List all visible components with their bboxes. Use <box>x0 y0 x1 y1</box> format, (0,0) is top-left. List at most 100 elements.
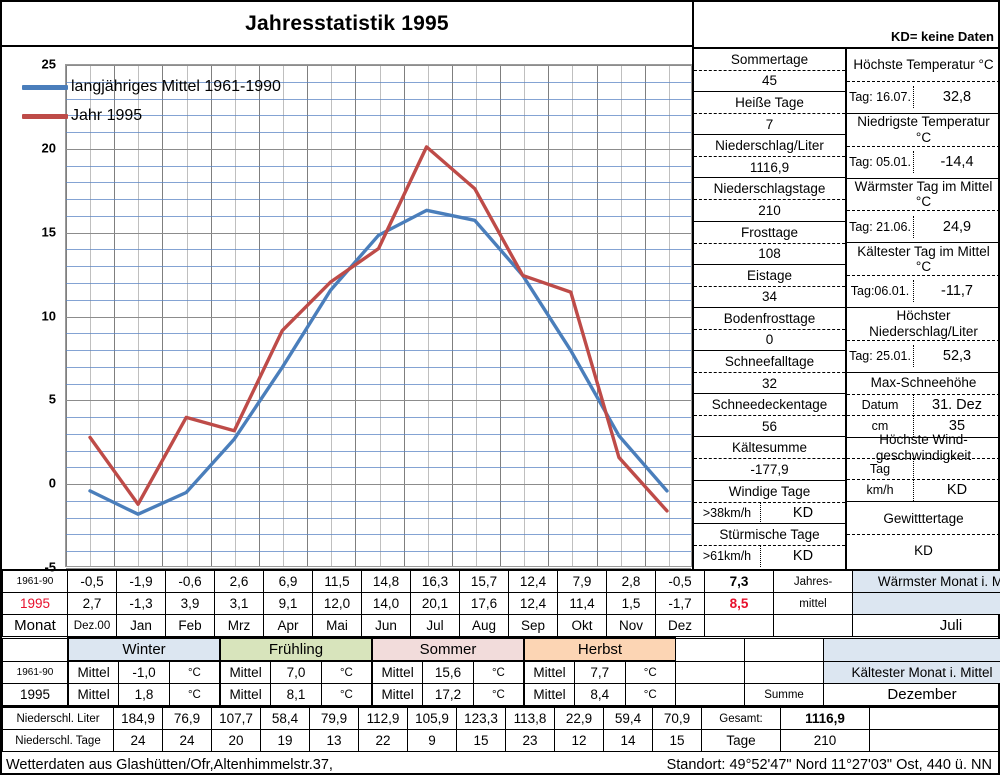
empty-cell <box>675 683 745 706</box>
gridline-horizontal <box>66 433 691 435</box>
empty-cell <box>2 637 69 662</box>
stat-sub-label: Tag: 16.07. <box>849 90 911 105</box>
cell-divider <box>913 150 914 173</box>
gridline-horizontal <box>66 98 691 100</box>
cell-mean-1961-90: -0,5 <box>67 569 117 593</box>
stat-value: KD <box>792 504 814 521</box>
stat-block: Niedrigste Temperatur °C Tag: 05.01. -14,4 <box>847 114 1000 179</box>
table-row: Monat Dez.00 Jan Feb Mrz Apr Mai Jun Jul Aug Sep Ok… <box>2 614 1000 637</box>
stat-label: Höchster Niederschlag/Liter <box>869 308 978 339</box>
statistics-column-right: Höchste Temperatur °C Tag: 16.07. 32,8 Nied… <box>847 49 1000 569</box>
cell-year-1995: 3,9 <box>165 592 215 615</box>
season-mean-1961-90: 7,0 <box>270 660 322 684</box>
empty-cell <box>704 614 774 637</box>
season-mean-1961-90: -1,0 <box>118 660 170 684</box>
gridline-vertical <box>138 65 140 566</box>
gridline-vertical <box>379 65 381 566</box>
gridline-horizontal <box>66 383 691 385</box>
gridline-vertical <box>668 65 670 566</box>
row-label-1995: 1995 <box>2 683 69 706</box>
stat-value-row: >61km/h KD <box>694 544 845 567</box>
season-unit: °C <box>320 660 373 684</box>
stat-value: -14,4 <box>940 153 974 170</box>
stat-block: Bodenfrosttage 0 <box>694 308 845 352</box>
stat-label: Höchste Temperatur °C <box>853 57 994 73</box>
gridline-vertical <box>331 65 333 566</box>
cell-precip-liter: 184,9 <box>113 706 163 730</box>
gridline-horizontal <box>66 400 691 402</box>
cell-month: Jun <box>361 614 411 637</box>
stat-value-row: Tag: 16.07. 32,8 <box>847 80 1000 113</box>
stat-sub-label: >61km/h <box>702 548 752 563</box>
series-line-mean-1961-1990 <box>88 208 669 516</box>
stat-block: Niederschlagstage 210 <box>694 178 845 222</box>
stat-block: Gewitttertage KD <box>847 502 1000 567</box>
gridline-vertical <box>500 65 502 566</box>
cell-precip-liter: 79,9 <box>309 706 359 730</box>
cell-precip-days: 15 <box>456 729 506 752</box>
stat-value: -177,9 <box>694 458 845 479</box>
gesamt-value: 1116,9 <box>780 706 870 730</box>
cell-month: Nov <box>606 614 656 637</box>
y-axis-tick-label: 0 <box>48 475 56 491</box>
stat-block: Wärmster Tag im Mittel °C Tag: 21.06. 24,9 <box>847 179 1000 244</box>
coldest-month-label: Kältester Monat i. Mittel <box>823 660 1000 684</box>
stat-value-row-2: cm 35 <box>847 414 1000 437</box>
stat-sub-label: Tag: 05.01. <box>849 154 911 169</box>
stat-sub-label: Tag: 21.06. <box>849 219 911 234</box>
kd-note-bar: KD= keine Daten <box>692 2 1000 47</box>
gridline-vertical <box>620 65 622 566</box>
stat-value: 32 <box>694 372 845 393</box>
stat-value-row: Tag: 21.06. 24,9 <box>847 210 1000 242</box>
stat-block: Sommertage 45 <box>694 49 845 93</box>
title-bar: Jahresstatistik 1995 <box>2 2 692 47</box>
footer-source: Wetterdaten aus Glashütten/Ofr,Altenhimm… <box>6 757 333 773</box>
gridline-vertical <box>475 65 477 566</box>
table-row: Niederschl. Tage 24 24 20 19 13 22 9 15 23 12 14 15 T… <box>2 729 1000 752</box>
cell-mean-1961-90: -1,9 <box>116 569 166 593</box>
gridline-vertical <box>283 65 285 566</box>
temperature-chart: -5 0 5 10 15 20 25 langjähriges Mittel 1961-19… <box>2 47 694 575</box>
gridline-vertical <box>403 65 405 566</box>
legend-swatch-1995 <box>22 113 68 119</box>
season-mittel-label: Mittel <box>67 683 120 706</box>
cell-precip-days: 24 <box>113 729 163 752</box>
gesamt-label: Gesamt: <box>701 706 781 730</box>
cell-divider <box>913 479 914 502</box>
stat-block: Stürmische Tage >61km/h KD <box>694 524 845 567</box>
season-unit: °C <box>168 683 221 706</box>
stat-block: Höchster Niederschlag/Liter Tag: 25.01. 52… <box>847 308 1000 373</box>
chart-series-lines <box>88 145 669 516</box>
stat-value: KD <box>847 534 1000 566</box>
gridline-horizontal <box>66 232 691 234</box>
cell-precip-liter: 58,4 <box>260 706 310 730</box>
stat-label: Eistage <box>746 267 793 283</box>
stat-value: 34 <box>694 285 845 307</box>
stat-label: Frosttage <box>740 224 799 240</box>
season-mean-1995: 17,2 <box>422 683 474 706</box>
table-row: 1995 Mittel 1,8 °C Mittel 8,1 °C Mittel 17,2 °C Mi… <box>2 683 1000 706</box>
gridline-horizontal <box>66 534 691 536</box>
row-label-1961-90: 1961-90 <box>2 660 69 684</box>
statistics-panel: Sommertage 45 Heiße Tage 7 Niederschlag/Lite… <box>692 47 1000 569</box>
cell-precip-days: 19 <box>260 729 310 752</box>
gridline-horizontal <box>66 299 691 301</box>
cell-divider <box>913 345 914 368</box>
gridline-horizontal <box>66 132 691 134</box>
cell-mean-1961-90: 14,8 <box>361 569 411 593</box>
gridline-horizontal <box>66 316 691 318</box>
legend-label-1995: Jahr 1995 <box>71 107 143 124</box>
season-header: Frühling <box>219 637 373 662</box>
stat-sub-label: Tag <box>869 462 891 477</box>
cell-year-1995: 3,1 <box>214 592 264 615</box>
cell-month: Okt <box>557 614 607 637</box>
stat-sub-label: Tag: 25.01. <box>849 349 911 364</box>
stat-value: 52,3 <box>942 348 972 365</box>
empty-cell <box>869 706 1000 730</box>
stat-block: Höchste Wind- geschwindigkeit Tag km/h KD <box>847 432 1000 503</box>
cell-mean-1961-90: 2,6 <box>214 569 264 593</box>
gridline-vertical <box>114 65 116 566</box>
cell-precip-liter: 107,7 <box>211 706 261 730</box>
cell-divider <box>913 280 914 303</box>
gridline-horizontal <box>66 366 691 368</box>
